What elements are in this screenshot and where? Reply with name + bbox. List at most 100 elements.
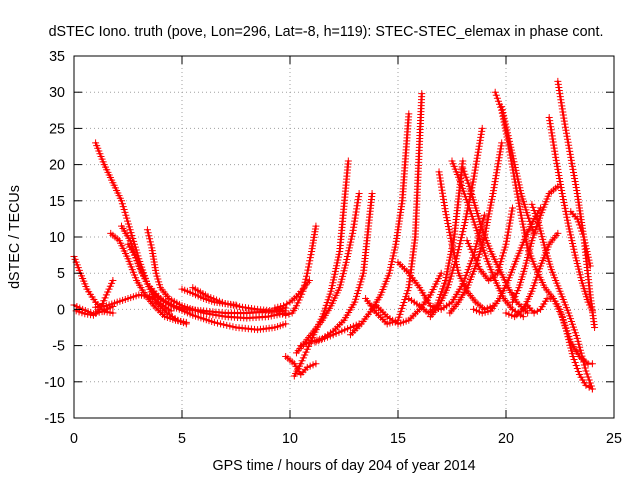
data-point [518,214,526,222]
data-point [132,254,140,262]
data-point [182,318,190,326]
data-point [353,289,361,297]
data-point [332,265,340,273]
data-point [401,296,409,304]
data-point [569,240,577,248]
data-point [495,263,503,271]
data-point [491,181,499,189]
series-arc-13 [275,222,320,319]
data-point [500,111,508,119]
data-point [514,193,522,201]
data-point [203,310,211,318]
data-point [528,200,536,208]
data-point [568,162,576,170]
series-arc-18 [312,320,363,346]
y-tick-label: -5 [52,339,65,355]
data-point [453,261,461,269]
data-point [522,238,530,246]
data-point [333,259,341,267]
data-point [508,298,516,306]
data-point [152,269,160,277]
series-arc-6 [107,229,190,326]
data-point [564,219,572,227]
data-point [516,187,524,195]
data-point [338,327,346,335]
data-point [505,137,513,145]
data-point [444,284,452,292]
data-point [328,284,336,292]
y-tick-label: 10 [49,230,65,246]
data-point [391,243,399,251]
data-point [341,326,349,334]
data-point [321,334,329,342]
data-point [280,302,288,310]
data-point [460,225,468,233]
data-point [354,287,362,295]
data-point [473,157,481,165]
data-point [484,213,492,221]
data-point [353,292,361,300]
data-point [127,229,135,237]
data-point [509,152,517,160]
data-point [567,153,575,161]
data-point [519,220,527,228]
data-point [474,148,482,156]
data-point [230,301,238,309]
data-point [206,310,214,318]
x-tick-label: 15 [390,431,406,447]
data-point [447,237,455,245]
series-arc-39 [567,208,594,270]
data-point [503,234,511,242]
data-point [570,168,577,176]
data-point [459,164,467,172]
series-arc-26 [446,139,506,317]
data-point [334,256,342,264]
data-point [498,139,506,147]
data-point [502,309,510,317]
data-point [524,309,532,317]
series-arc-14 [282,352,320,379]
data-point [503,126,511,134]
data-point [332,330,340,338]
data-point [585,376,593,384]
data-point [565,141,573,149]
data-point [560,198,568,206]
data-point [488,192,496,200]
data-point [344,250,352,258]
data-point [480,214,488,222]
data-point [502,123,510,131]
data-point [476,136,484,144]
y-tick-label: 30 [49,85,65,101]
data-point [125,223,133,231]
data-point [472,307,480,315]
data-point [121,208,129,216]
data-point [470,172,478,180]
chart-title: dSTEC Iono. truth (pove, Lon=296, Lat=-8… [49,24,604,40]
x-tick-label: 5 [178,431,186,447]
data-point [580,361,588,369]
data-point [577,349,585,357]
data-point [453,263,461,271]
data-point [329,279,337,287]
data-point [511,163,519,171]
data-point [511,292,519,300]
data-point [283,300,291,308]
data-point [462,213,470,221]
data-point [505,310,513,318]
data-point [575,340,583,348]
data-point [499,108,507,116]
data-point [233,302,241,310]
data-point [331,270,339,278]
data-point [490,184,498,192]
data-point [562,129,570,137]
data-point [570,248,578,256]
data-point [569,352,577,360]
data-point [449,246,457,254]
data-point [578,227,586,235]
y-axis-label: dSTEC / TECUs [7,185,23,289]
data-point [102,291,110,299]
data-point [297,360,305,368]
data-point [359,272,367,280]
series-arc-34 [508,182,562,306]
